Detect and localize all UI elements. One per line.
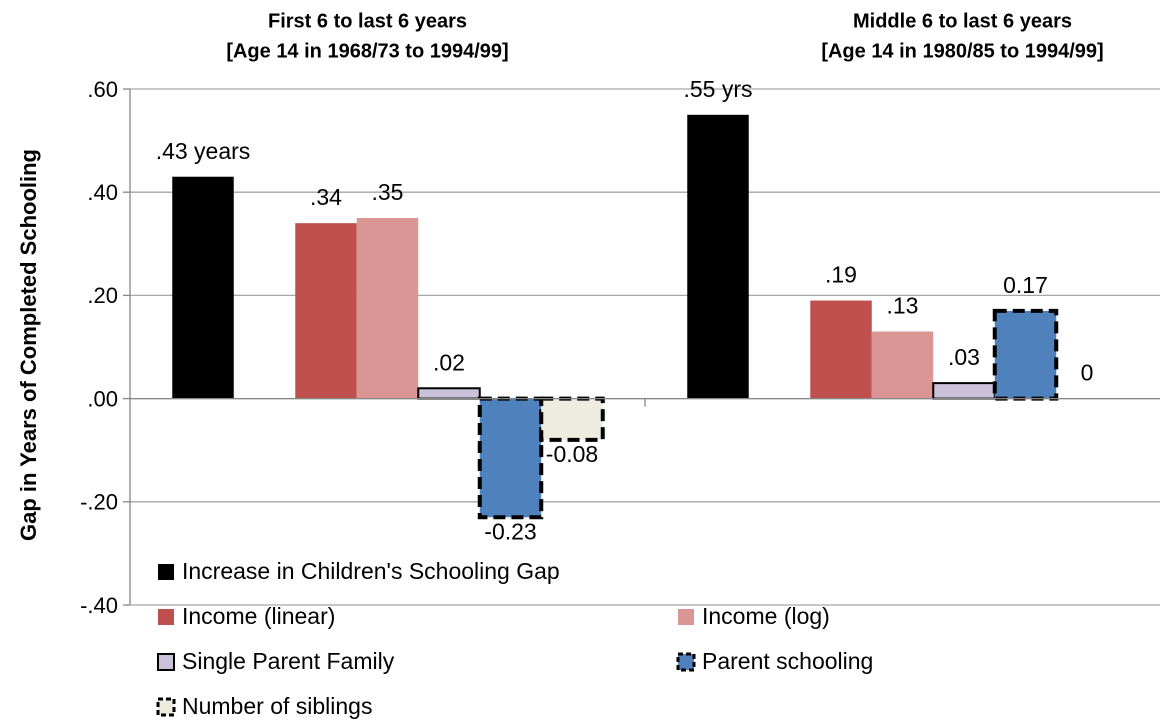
data-label: -0.08 bbox=[546, 441, 598, 467]
category-label: [Age 14 in 1968/73 to 1994/99] bbox=[226, 40, 508, 62]
data-label: -0.23 bbox=[484, 518, 536, 544]
legend-swatch bbox=[676, 652, 696, 672]
bar bbox=[539, 396, 605, 442]
category-label: First 6 to last 6 years bbox=[268, 10, 467, 32]
bar bbox=[810, 300, 872, 399]
data-label: .19 bbox=[825, 262, 857, 288]
bar bbox=[295, 223, 357, 399]
legend-swatch bbox=[158, 564, 174, 580]
bar bbox=[417, 387, 481, 400]
legend-label: Single Parent Family bbox=[182, 648, 395, 674]
bar bbox=[932, 382, 996, 400]
data-label: .35 bbox=[372, 179, 404, 205]
data-label: .13 bbox=[887, 293, 919, 319]
bar bbox=[871, 331, 934, 399]
category-label: [Age 14 in 1980/85 to 1994/99] bbox=[821, 40, 1103, 62]
bar bbox=[356, 218, 419, 399]
legend-label: Number of siblings bbox=[182, 693, 372, 719]
legend-swatch bbox=[158, 609, 174, 625]
legend-label: Increase in Children's Schooling Gap bbox=[182, 558, 560, 584]
data-label: .02 bbox=[433, 349, 465, 375]
y-tick-label: -.40 bbox=[80, 593, 118, 618]
data-label: 0 bbox=[1081, 360, 1094, 386]
y-tick-label: .40 bbox=[87, 180, 118, 205]
data-label: .03 bbox=[948, 344, 980, 370]
data-label: 0.17 bbox=[1003, 272, 1048, 298]
data-label: .55 yrs bbox=[683, 76, 752, 102]
legend-label: Parent schooling bbox=[702, 648, 873, 674]
legend-label: Income (log) bbox=[702, 603, 830, 629]
y-tick-label: .00 bbox=[87, 386, 118, 411]
bar bbox=[172, 176, 234, 399]
bar bbox=[687, 114, 749, 399]
bar bbox=[992, 308, 1059, 401]
legend-swatch bbox=[678, 609, 694, 625]
bar bbox=[477, 396, 544, 520]
y-tick-label: -.20 bbox=[80, 490, 118, 515]
data-label: .34 bbox=[310, 184, 342, 210]
legend-label: Income (linear) bbox=[182, 603, 335, 629]
legend-swatch bbox=[156, 697, 176, 717]
y-axis-label: Gap in Years of Completed Schooling bbox=[16, 149, 41, 541]
category-label: Middle 6 to last 6 years bbox=[853, 10, 1072, 32]
legend-swatch bbox=[157, 653, 175, 671]
data-label: .43 years bbox=[156, 138, 251, 164]
y-tick-label: .60 bbox=[87, 77, 118, 102]
y-tick-label: .20 bbox=[87, 283, 118, 308]
